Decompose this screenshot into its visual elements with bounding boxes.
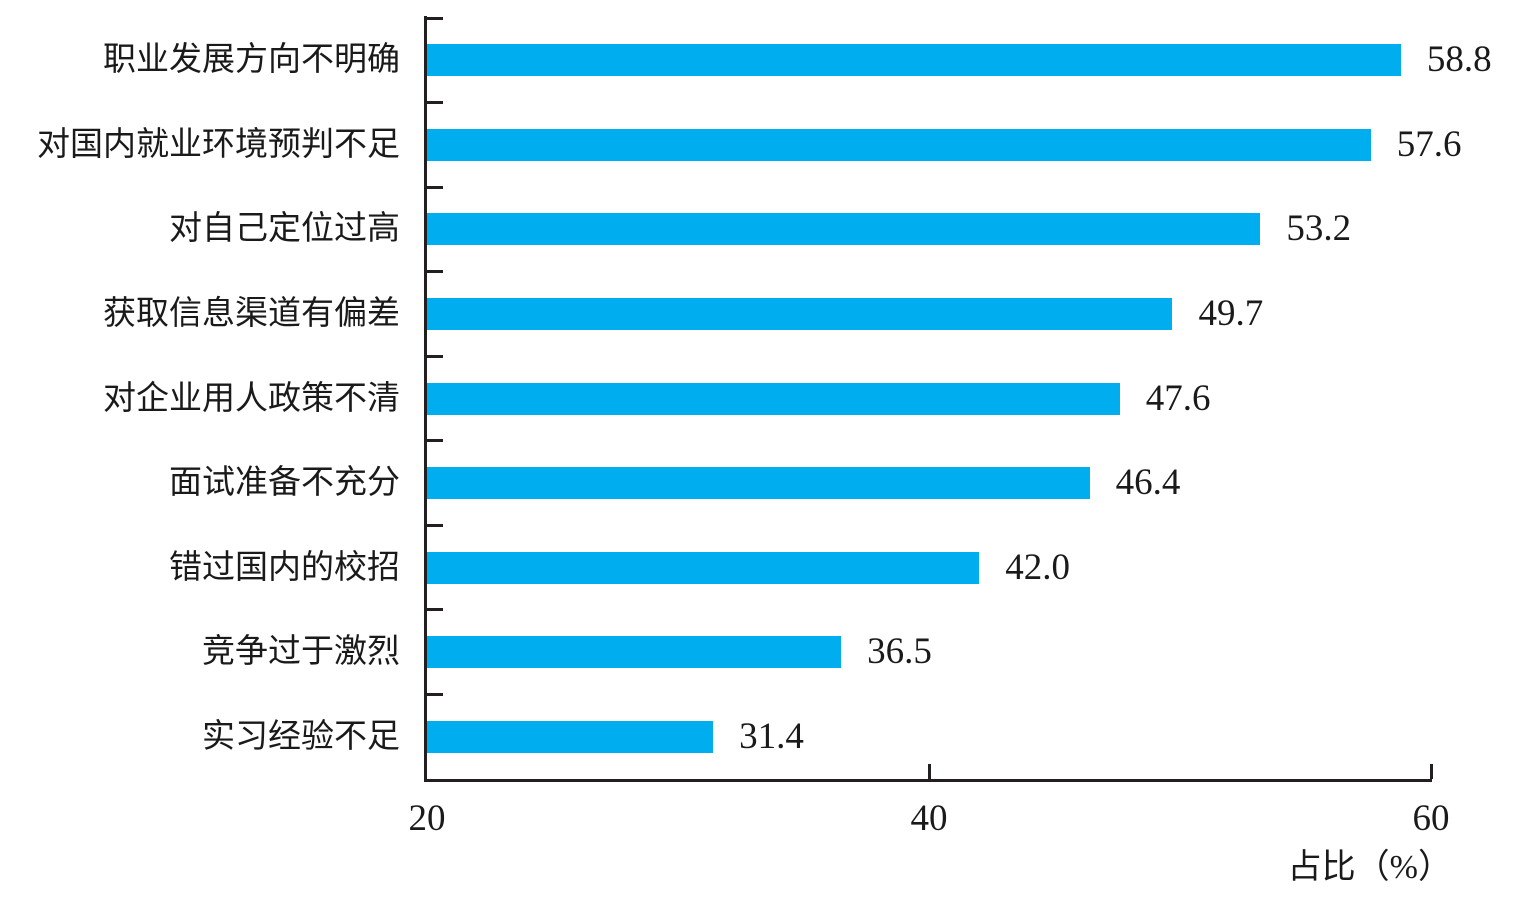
- value-label: 46.4: [1115, 462, 1181, 504]
- value-label: 49.7: [1198, 292, 1264, 334]
- x-axis-tick: [1429, 764, 1433, 779]
- bar: [427, 467, 1090, 500]
- bar: [427, 128, 1371, 161]
- bar: [427, 213, 1261, 246]
- x-axis-title: 占比（%）: [1287, 849, 1452, 886]
- category-label: 对企业用人政策不清: [103, 380, 400, 417]
- category-label: 竞争过于激烈: [202, 634, 400, 671]
- category-label: 获取信息渠道有偏差: [103, 295, 400, 332]
- value-label: 42.0: [1005, 546, 1070, 588]
- category-label: 实习经验不足: [202, 718, 400, 755]
- bar: [427, 297, 1173, 330]
- x-axis-spine: [424, 779, 1432, 782]
- y-axis-tick: [427, 185, 443, 189]
- category-label: 职业发展方向不明确: [103, 42, 400, 79]
- x-axis-tick-label: 40: [910, 798, 948, 839]
- value-label: 36.5: [867, 631, 932, 673]
- bar: [427, 636, 842, 669]
- y-axis-tick: [427, 101, 443, 105]
- bar: [427, 720, 714, 753]
- value-label: 47.6: [1145, 377, 1211, 419]
- y-axis-tick: [427, 439, 443, 443]
- y-axis-tick: [427, 16, 443, 20]
- category-label: 对自己定位过高: [169, 211, 400, 248]
- bar: [427, 44, 1401, 77]
- category-label: 面试准备不充分: [169, 465, 400, 502]
- x-axis-tick-label: 60: [1412, 798, 1450, 839]
- value-label: 53.2: [1286, 208, 1352, 250]
- category-label: 错过国内的校招: [169, 549, 400, 586]
- value-label: 57.6: [1396, 123, 1462, 165]
- value-label: 31.4: [739, 715, 804, 757]
- y-axis-tick: [427, 608, 443, 612]
- y-axis-tick: [427, 354, 443, 358]
- y-axis-tick: [427, 523, 443, 527]
- y-axis-tick: [427, 692, 443, 696]
- bar: [427, 551, 980, 584]
- category-label: 对国内就业环境预判不足: [37, 126, 400, 163]
- y-axis-spine: [424, 16, 427, 782]
- x-axis-tick: [927, 764, 931, 779]
- x-axis-tick-label: 20: [408, 798, 446, 839]
- bar: [427, 382, 1120, 415]
- y-axis-tick: [427, 270, 443, 274]
- value-label: 58.8: [1426, 39, 1492, 81]
